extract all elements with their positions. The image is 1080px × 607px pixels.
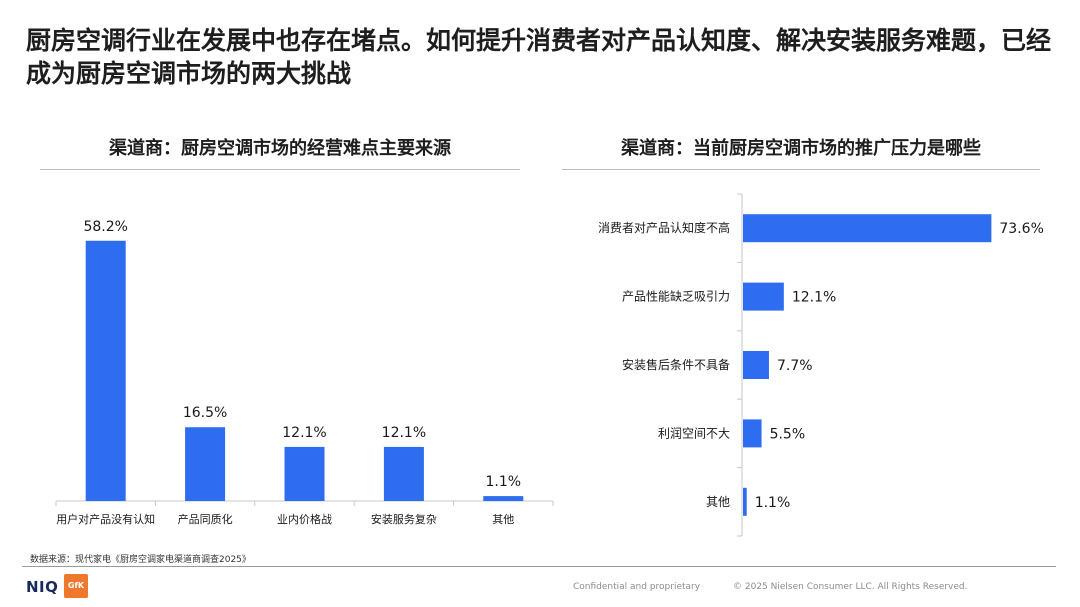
right-bar <box>743 214 992 243</box>
right-bar-value-label: 1.1% <box>755 495 791 511</box>
left-bar-value-label: 16.5% <box>183 405 227 421</box>
left-category-label: 业内价格战 <box>277 512 332 526</box>
right-bar <box>743 351 769 379</box>
right-category-label: 利润空间不大 <box>658 426 730 440</box>
confidential-note: Confidential and proprietary <box>573 582 701 592</box>
right-bar <box>743 419 762 448</box>
left-title-divider <box>40 169 520 170</box>
left-category-label: 其他 <box>492 513 514 526</box>
left-chart-title: 渠道商：厨房空调市场的经营难点主要来源 <box>109 138 451 159</box>
right-title-divider <box>562 169 1040 170</box>
page-headline: 厨房空调行业在发展中也存在堵点。如何提升消费者对产品认知度、解决安装服务难题，已… <box>26 26 1052 88</box>
right-bar <box>743 487 747 516</box>
left-bar <box>185 427 226 501</box>
left-bar <box>483 496 524 501</box>
left-bar <box>85 240 126 501</box>
left-bar <box>284 446 325 501</box>
left-bar-value-label: 12.1% <box>382 425 426 441</box>
right-category-label: 其他 <box>706 495 730 509</box>
right-bar-value-label: 7.7% <box>777 358 813 374</box>
left-bar-value-label: 58.2% <box>83 219 127 235</box>
right-bar <box>743 282 784 311</box>
left-bar <box>383 446 424 501</box>
left-bar-value-label: 1.1% <box>486 474 522 490</box>
niq-logo: NIQ <box>26 578 59 596</box>
left-bar-value-label: 12.1% <box>282 425 326 441</box>
data-source-note: 数据来源：现代家电《厨房空调家电渠道商调查2025》 <box>30 555 251 565</box>
footer-divider <box>22 566 1056 567</box>
gfk-logo: GfK <box>64 574 88 598</box>
right-bar-value-label: 73.6% <box>999 221 1043 237</box>
right-category-label: 消费者对产品认知度不高 <box>598 220 730 235</box>
left-category-label: 安装服务复杂 <box>371 512 437 526</box>
right-bar-value-label: 5.5% <box>770 426 806 442</box>
copyright-note: © 2025 Nielsen Consumer LLC. All Rights … <box>733 582 968 592</box>
left-category-label: 用户对产品没有认知 <box>56 512 155 526</box>
right-chart-title: 渠道商：当前厨房空调市场的推广压力是哪些 <box>621 138 981 159</box>
left-category-label: 产品同质化 <box>178 512 233 526</box>
right-bar-value-label: 12.1% <box>792 290 836 306</box>
right-category-label: 产品性能缺乏吸引力 <box>622 289 730 304</box>
right-category-label: 安装售后条件不具备 <box>622 357 730 372</box>
